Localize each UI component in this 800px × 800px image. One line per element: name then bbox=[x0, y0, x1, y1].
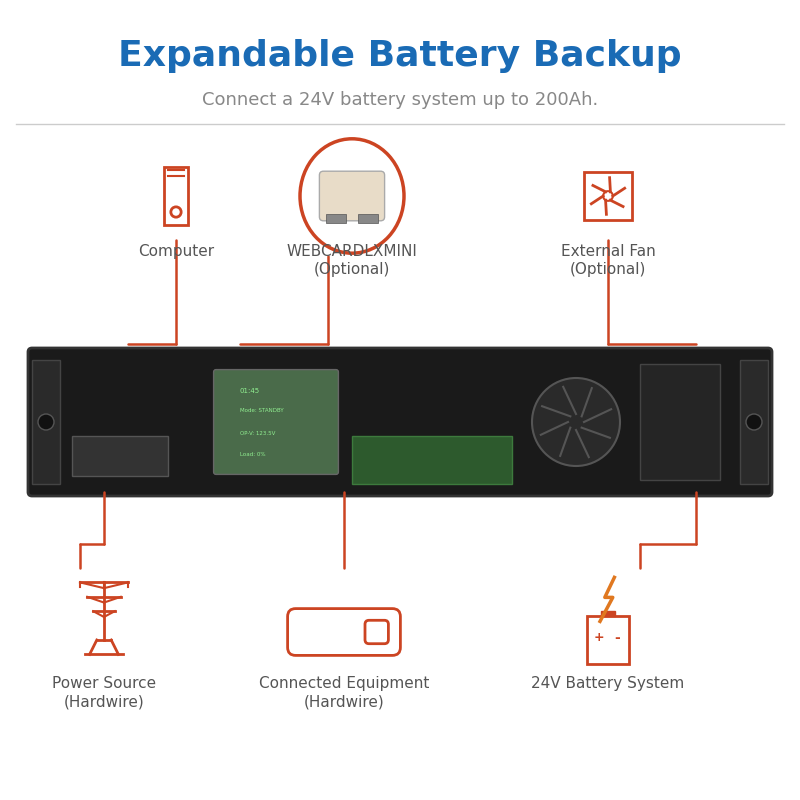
Text: (Hardwire): (Hardwire) bbox=[64, 694, 144, 710]
Text: 01:45: 01:45 bbox=[240, 388, 260, 394]
Bar bbox=[584, 172, 632, 220]
Text: External Fan: External Fan bbox=[561, 244, 655, 259]
Bar bbox=[32, 360, 60, 484]
Text: Connected Equipment: Connected Equipment bbox=[259, 676, 429, 691]
Circle shape bbox=[532, 378, 620, 466]
Bar bbox=[601, 611, 615, 616]
Bar bbox=[587, 616, 629, 664]
Text: Load: 0%: Load: 0% bbox=[240, 452, 266, 457]
Text: (Optional): (Optional) bbox=[570, 262, 646, 278]
Bar bbox=[326, 214, 346, 223]
Text: OP-V: 123.5V: OP-V: 123.5V bbox=[240, 430, 275, 436]
FancyBboxPatch shape bbox=[319, 171, 385, 221]
Text: Power Source: Power Source bbox=[52, 676, 156, 691]
Bar bbox=[740, 360, 768, 484]
Text: (Hardwire): (Hardwire) bbox=[304, 694, 384, 710]
Text: Expandable Battery Backup: Expandable Battery Backup bbox=[118, 39, 682, 73]
FancyBboxPatch shape bbox=[214, 370, 338, 474]
Bar bbox=[352, 436, 512, 484]
Circle shape bbox=[746, 414, 762, 430]
Bar bbox=[164, 167, 188, 225]
Text: Computer: Computer bbox=[138, 244, 214, 259]
Text: Connect a 24V battery system up to 200Ah.: Connect a 24V battery system up to 200Ah… bbox=[202, 91, 598, 109]
Text: WEBCARDLXMINI: WEBCARDLXMINI bbox=[286, 244, 418, 259]
Bar bbox=[640, 364, 720, 480]
Text: -: - bbox=[614, 630, 620, 645]
Text: Mode: STANDBY: Mode: STANDBY bbox=[240, 408, 284, 414]
Text: (Optional): (Optional) bbox=[314, 262, 390, 278]
Bar bbox=[358, 214, 378, 223]
Text: 24V Battery System: 24V Battery System bbox=[531, 676, 685, 691]
Bar bbox=[72, 436, 168, 476]
FancyBboxPatch shape bbox=[28, 348, 772, 496]
Circle shape bbox=[38, 414, 54, 430]
Text: +: + bbox=[594, 631, 604, 644]
